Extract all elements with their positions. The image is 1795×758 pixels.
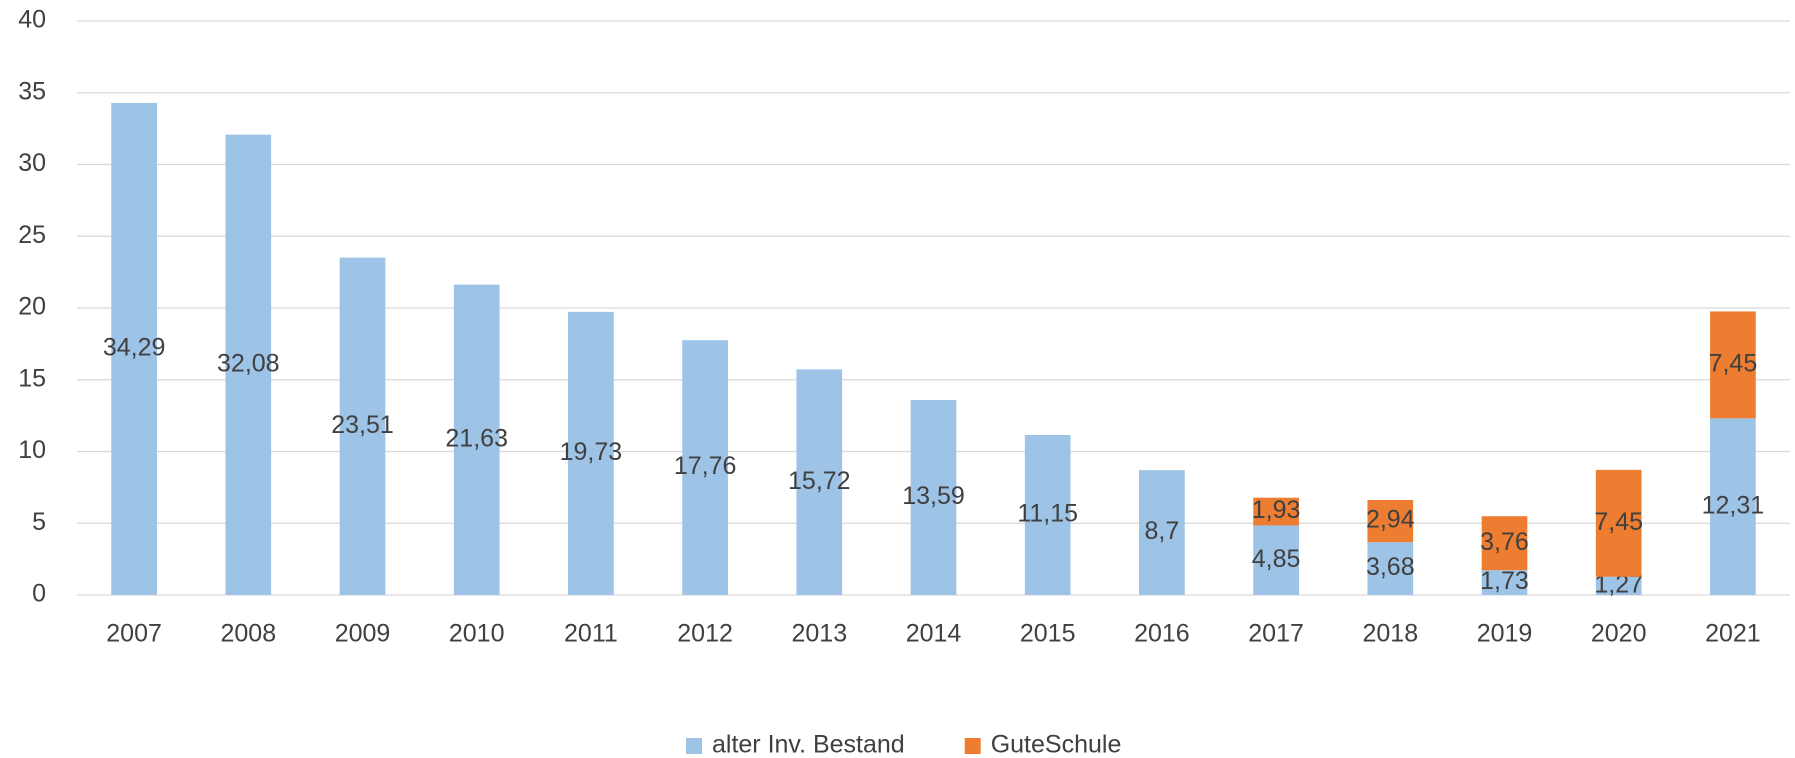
bar-segment xyxy=(910,399,957,595)
x-tick-label: 2012 xyxy=(677,620,733,648)
data-label: 7,45 xyxy=(1709,350,1758,378)
y-tick-label: 15 xyxy=(18,364,46,392)
bar-segment xyxy=(1710,418,1756,595)
bar-segment xyxy=(1595,576,1642,595)
bar-segment xyxy=(682,340,728,595)
bar-segment xyxy=(1481,570,1528,595)
x-tick-label: 2011 xyxy=(564,620,618,648)
y-tick-label: 35 xyxy=(18,77,46,105)
x-tick-label: 2014 xyxy=(906,620,962,648)
bar-segment xyxy=(1710,311,1756,419)
data-label: 11,15 xyxy=(1017,500,1078,528)
bar-segment xyxy=(1367,500,1414,543)
data-label: 23,51 xyxy=(331,411,394,439)
data-label: 2,94 xyxy=(1366,506,1415,534)
data-label: 4,85 xyxy=(1252,545,1301,573)
y-tick-label: 25 xyxy=(18,221,46,249)
data-label: 3,68 xyxy=(1366,553,1415,581)
bar-segment xyxy=(111,102,157,595)
data-label: 3,76 xyxy=(1480,528,1529,556)
bar-segment xyxy=(1481,516,1528,571)
bar-segment xyxy=(1024,434,1071,595)
bar-segment xyxy=(568,311,614,595)
x-tick-label: 2019 xyxy=(1477,620,1533,648)
y-tick-label: 10 xyxy=(18,436,46,464)
x-tick-label: 2008 xyxy=(220,620,276,648)
x-tick-label: 2021 xyxy=(1705,620,1761,648)
legend-label: alter Inv. Bestand xyxy=(712,731,905,758)
data-label: 8,7 xyxy=(1145,517,1180,545)
data-label: 21,63 xyxy=(445,424,508,452)
y-tick-label: 40 xyxy=(18,6,46,34)
y-tick-label: 20 xyxy=(18,293,46,321)
x-tick-label: 2018 xyxy=(1362,620,1418,648)
x-tick-label: 2016 xyxy=(1134,620,1190,648)
data-label: 19,73 xyxy=(560,438,623,466)
x-tick-label: 2009 xyxy=(335,620,391,648)
data-label: 1,93 xyxy=(1252,496,1301,524)
bar-segment xyxy=(225,134,272,596)
bar-segment xyxy=(1139,470,1185,595)
bar-segment xyxy=(1253,525,1299,595)
bar-segment xyxy=(1253,497,1299,526)
data-label: 17,76 xyxy=(674,452,737,480)
data-label: 1,73 xyxy=(1480,567,1529,595)
bar-segment xyxy=(453,284,500,595)
bar-segment xyxy=(1367,542,1414,595)
data-label: 12,31 xyxy=(1702,491,1765,519)
legend-swatch xyxy=(964,738,981,754)
y-tick-label: 5 xyxy=(32,508,46,536)
data-label: 15,72 xyxy=(788,467,851,495)
x-tick-label: 2007 xyxy=(106,620,162,648)
data-label: 34,29 xyxy=(103,334,166,362)
data-label: 7,45 xyxy=(1594,508,1643,536)
x-tick-label: 2013 xyxy=(791,620,847,648)
x-tick-label: 2010 xyxy=(449,620,505,648)
x-tick-label: 2017 xyxy=(1248,620,1304,648)
x-tick-label: 2020 xyxy=(1591,620,1647,648)
bar-segment xyxy=(339,257,386,595)
y-tick-label: 30 xyxy=(18,149,46,177)
legend-label: GuteSchule xyxy=(991,731,1122,758)
x-tick-label: 2015 xyxy=(1020,620,1076,648)
bar-segment xyxy=(796,369,843,595)
data-label: 13,59 xyxy=(902,482,965,510)
bar-segment xyxy=(1595,469,1642,577)
data-label: 32,08 xyxy=(217,349,280,377)
legend-swatch xyxy=(686,738,702,754)
y-tick-label: 0 xyxy=(32,580,46,608)
